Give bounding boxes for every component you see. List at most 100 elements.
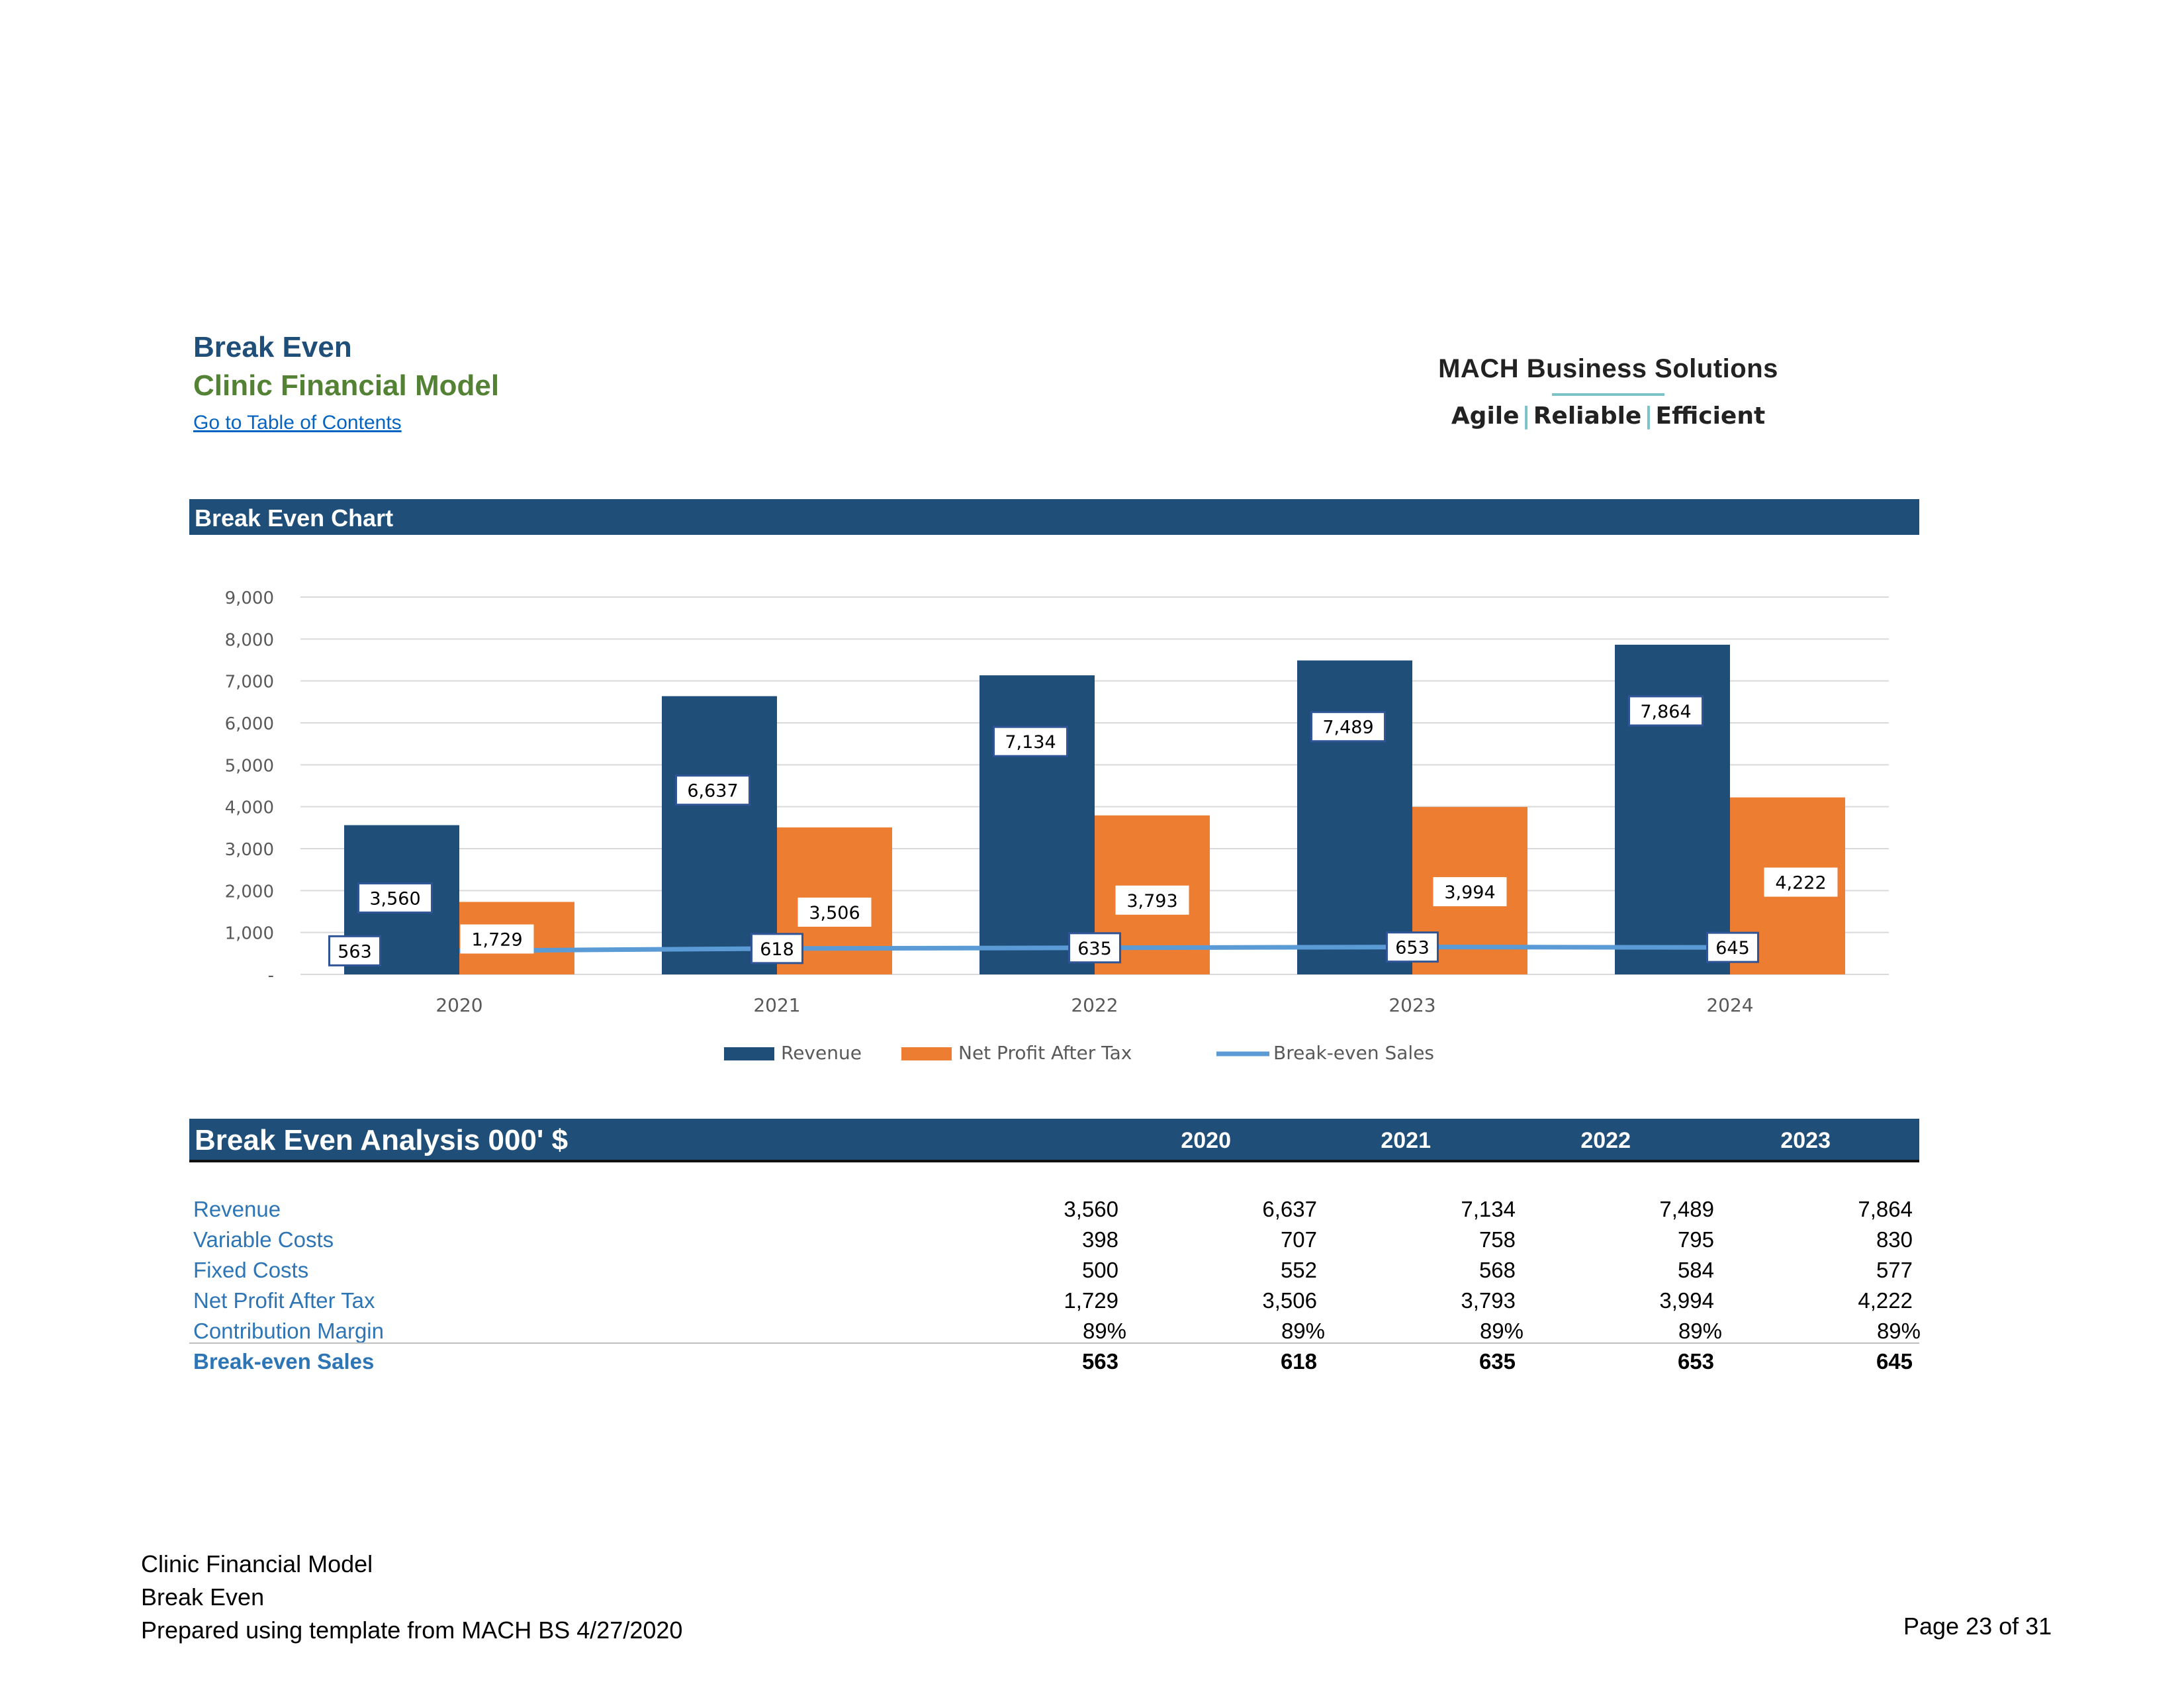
table-cell: 830 [1876, 1227, 1913, 1252]
row-label-fixed-costs: Fixed Costs [193, 1258, 309, 1282]
footer-line: Prepared using template from MACH BS 4/2… [141, 1617, 683, 1644]
x-tick-label: 2020 [435, 994, 482, 1016]
table-cell: 89% [1082, 1319, 1126, 1343]
revenue-data-label: 7,864 [1640, 702, 1691, 722]
revenue-bar [979, 675, 1095, 974]
tagline-word: Reliable [1533, 402, 1642, 430]
row-label-variable-costs: Variable Costs [193, 1227, 334, 1252]
net-profit-data-label-box [1433, 877, 1507, 907]
table-cell: 758 [1479, 1227, 1516, 1252]
chart-section-title: Break Even Chart [195, 504, 394, 532]
y-tick-label: 4,000 [225, 798, 274, 818]
table-cell: 7,134 [1461, 1197, 1516, 1221]
table-cell: 563 [1081, 1349, 1118, 1374]
revenue-data-label-box [993, 726, 1068, 757]
revenue-data-label: 6,637 [687, 781, 738, 802]
table-cell: 584 [1677, 1258, 1714, 1282]
table-cell: 4,222 [1858, 1288, 1913, 1313]
chart-section-header: Break Even Chart [189, 499, 1919, 535]
break-even-data-label-box [1068, 932, 1121, 964]
table-cell: 89% [1281, 1319, 1325, 1343]
table-cell: 568 [1479, 1258, 1516, 1282]
table-cell: 795 [1677, 1227, 1714, 1252]
revenue-data-label: 7,134 [1005, 732, 1056, 753]
revenue-data-label: 7,489 [1322, 718, 1373, 738]
revenue-bar [662, 696, 777, 974]
legend-label: Revenue [781, 1042, 862, 1064]
page-title: Break Even [193, 331, 352, 363]
legend-label: Break-even Sales [1273, 1042, 1434, 1064]
break-even-data-label: 653 [1395, 938, 1430, 959]
table-cell: 3,793 [1461, 1288, 1516, 1313]
revenue-data-label-box [1628, 695, 1704, 727]
y-tick-label: 8,000 [225, 630, 274, 650]
tagline-word: Efficient [1655, 402, 1766, 430]
table-cell: 89% [1876, 1319, 1921, 1343]
table-cell: 618 [1280, 1349, 1317, 1374]
y-tick-label: 3,000 [225, 840, 274, 860]
analysis-table-header: Break Even Analysis 000' $ 2020 2021 202… [189, 1119, 2041, 1162]
net-profit-data-label-box [1115, 885, 1189, 915]
table-cell: 552 [1280, 1258, 1317, 1282]
year-header: 2022 [1580, 1128, 1631, 1153]
revenue-bar [1297, 660, 1412, 974]
net-profit-data-label: 3,793 [1126, 891, 1177, 912]
break-even-data-label: 618 [760, 939, 794, 960]
x-tick-label: 2024 [1706, 994, 1753, 1016]
x-tick-label: 2022 [1071, 994, 1118, 1016]
table-cell: 7,864 [1858, 1197, 1913, 1221]
net-profit-data-label-box [1764, 867, 1838, 897]
y-tick-label: 2,000 [225, 882, 274, 902]
logo-name: MACH Business Solutions [1438, 354, 1778, 383]
table-cell: 3,560 [1064, 1197, 1118, 1221]
net-profit-data-label: 4,222 [1775, 873, 1826, 894]
revenue-data-label-box [1310, 711, 1386, 743]
row-label-revenue: Revenue [193, 1197, 281, 1221]
year-header: 2024 [1991, 1128, 2041, 1153]
x-tick-label: 2021 [753, 994, 800, 1016]
y-tick-label: 1,000 [225, 924, 274, 944]
y-tick-label: 9,000 [225, 588, 274, 608]
break-even-data-label-box [1386, 931, 1439, 963]
revenue-bar [1615, 644, 1730, 974]
table-cell: 635 [1479, 1349, 1516, 1374]
net-profit-data-label: 3,994 [1444, 882, 1495, 903]
break-even-data-label-box [328, 935, 381, 966]
table-cell: 645 [1876, 1349, 1913, 1374]
break-even-data-label-box [751, 933, 803, 964]
table-divider [189, 1342, 1919, 1344]
table-cell: 3,506 [1262, 1288, 1317, 1313]
table-cell: 89% [1678, 1319, 1722, 1343]
table-cell: 500 [1081, 1258, 1118, 1282]
break-even-data-label-box [1706, 931, 1759, 963]
break-even-data-label: 635 [1077, 939, 1112, 959]
y-tick-label: 7,000 [225, 673, 274, 692]
break-even-data-label: 645 [1715, 938, 1750, 959]
year-header: 2020 [1181, 1128, 1231, 1153]
table-cell: 89% [1479, 1319, 1524, 1343]
tagline-separator: | [1644, 402, 1653, 430]
y-tick-label: 6,000 [225, 714, 274, 734]
year-header: 2023 [1780, 1128, 1831, 1153]
table-cell: 653 [1677, 1349, 1714, 1374]
legend-label: Net Profit After Tax [958, 1042, 1132, 1064]
tagline-word: Agile [1451, 402, 1520, 430]
page-subtitle: Clinic Financial Model [193, 369, 500, 402]
net-profit-data-label-box [797, 897, 872, 927]
row-label-net-profit-after-tax: Net Profit After Tax [193, 1288, 375, 1313]
table-of-contents-link[interactable]: Go to Table of Contents [193, 412, 402, 434]
row-label-break-even-sales: Break-even Sales [193, 1349, 375, 1374]
logo-tagline: Agile | Reliable | Efficient [1377, 402, 1840, 430]
break-even-data-label: 563 [338, 941, 372, 962]
table-cell: 398 [1081, 1227, 1118, 1252]
legend-swatch [724, 1047, 774, 1060]
break-even-chart: - 1,000 2,000 3,000 4,000 5,000 6,000 7,000 8,00… [189, 569, 1919, 1089]
revenue-data-label-box [357, 882, 433, 914]
table-cell: 3,994 [1659, 1288, 1714, 1313]
footer-line: Clinic Financial Model [141, 1550, 373, 1577]
chart-canvas: - 1,000 2,000 3,000 4,000 5,000 6,000 7,000 8,00… [225, 588, 1889, 1064]
page-number: Page 23 of 31 [1903, 1613, 2052, 1640]
revenue-data-label-box [675, 774, 751, 806]
table-cell: 577 [1876, 1258, 1913, 1282]
table-cell: 7,489 [1659, 1197, 1714, 1221]
